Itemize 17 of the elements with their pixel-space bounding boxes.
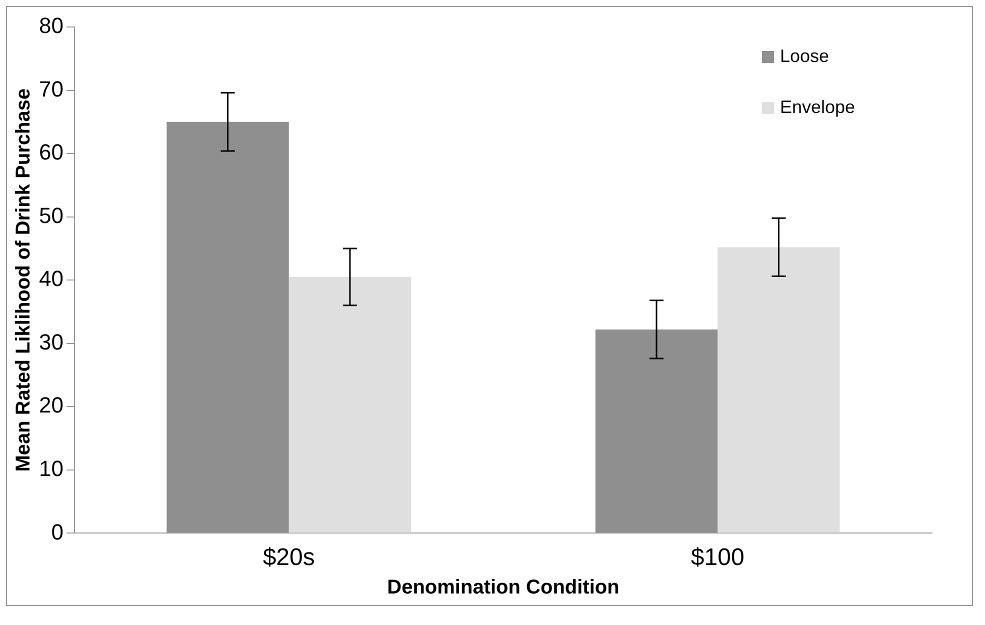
legend-label: Loose [780,46,830,66]
x-tick-label: $20s [262,544,315,572]
x-axis-title: Denomination Condition [387,576,620,599]
bar [288,276,412,533]
y-tick-label: 60 [38,140,64,165]
y-tick-label: 70 [38,76,64,102]
y-tick-label: 30 [38,329,64,354]
y-tick-label: 20 [38,392,64,418]
legend-label: Envelope [780,96,856,117]
y-tick-label: 50 [38,202,64,228]
y-tick-label: 10 [38,456,64,481]
y-tick-label: 40 [38,266,64,292]
bar [718,247,840,533]
x-tick-label: $100 [690,544,744,572]
y-tick-label: 0 [51,519,64,544]
y-tick-label: 80 [38,13,64,38]
y-axis-title: Mean Rated Liklihood of Drink Purchase [12,88,35,472]
